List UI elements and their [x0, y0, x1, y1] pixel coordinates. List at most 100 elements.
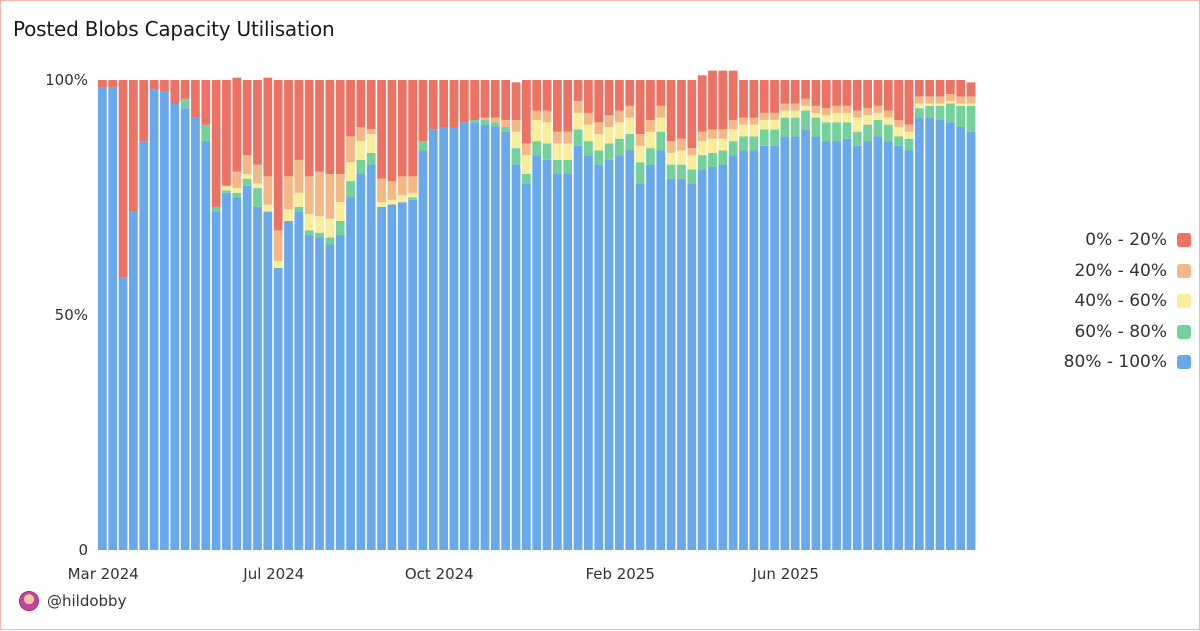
- bar-segment: [594, 134, 604, 151]
- bar-segment: [118, 277, 128, 550]
- bar-segment: [490, 117, 500, 123]
- bar-segment: [873, 80, 883, 106]
- bar-segment: [801, 105, 810, 111]
- bar-segment: [366, 164, 376, 550]
- bar-segment: [284, 209, 293, 221]
- bar-segment: [232, 171, 242, 189]
- bar-segment: [542, 143, 552, 160]
- bar-segment: [304, 235, 314, 550]
- bar-segment: [553, 80, 562, 132]
- x-tick-label: Jun 2025: [752, 565, 819, 583]
- bar-segment: [604, 127, 614, 144]
- bar-segment: [925, 103, 935, 106]
- bar-segment: [521, 155, 531, 174]
- bar-segment: [883, 141, 893, 550]
- bar-segment: [563, 143, 573, 160]
- legend-item[interactable]: 40% - 60%: [1011, 286, 1191, 317]
- bar-segment: [377, 80, 386, 179]
- bar-segment: [739, 80, 748, 118]
- bar-segment: [98, 80, 107, 88]
- bar-segment: [842, 105, 852, 113]
- bar-segment: [501, 131, 511, 550]
- bar-segment: [139, 141, 149, 550]
- bar-segment: [108, 80, 118, 88]
- bar-segment: [501, 119, 511, 127]
- x-tick-label: Oct 2024: [405, 565, 474, 583]
- y-tick-label: 50%: [55, 306, 88, 324]
- legend-label: 0% - 20%: [1085, 230, 1167, 251]
- bar-segment: [480, 117, 490, 120]
- bar-segment: [635, 145, 645, 163]
- bar-segment: [635, 80, 645, 135]
- bar-segment: [108, 87, 118, 551]
- bar-segment: [149, 89, 159, 551]
- bar-segment: [511, 119, 521, 132]
- bar-segment: [666, 80, 676, 142]
- bar-segment: [914, 103, 924, 109]
- x-tick-label: Feb 2025: [585, 565, 655, 583]
- bar-segment: [956, 80, 966, 97]
- bar-segment: [263, 204, 273, 212]
- bar-segment: [470, 122, 480, 551]
- bar-segment: [160, 91, 169, 550]
- legend-item[interactable]: 80% - 100%: [1011, 347, 1191, 378]
- bar-segment: [418, 80, 428, 142]
- bar-segment: [863, 141, 872, 550]
- bar-segment: [490, 122, 500, 127]
- bar-segment: [542, 80, 552, 111]
- bar-segment: [180, 98, 190, 109]
- bar-segment: [356, 80, 366, 127]
- bar-segment: [894, 80, 904, 120]
- bar-segment: [625, 134, 635, 151]
- bar-segment: [718, 150, 728, 165]
- bar-segment: [956, 96, 966, 104]
- bar-segment: [325, 237, 335, 245]
- bar-segment: [656, 80, 666, 106]
- bar-segment: [304, 213, 314, 231]
- bar-segment: [366, 129, 376, 135]
- bar-segment: [201, 141, 211, 550]
- bar-segment: [532, 110, 542, 120]
- bar-segment: [677, 164, 686, 179]
- bar-segment: [149, 80, 159, 90]
- bar-segment: [852, 117, 862, 132]
- bar-segment: [501, 80, 511, 120]
- bar-segment: [356, 141, 366, 160]
- legend-item[interactable]: 60% - 80%: [1011, 317, 1191, 348]
- legend-item[interactable]: 0% - 20%: [1011, 225, 1191, 256]
- bar-segment: [459, 80, 469, 123]
- y-axis: 0 50% 100%: [45, 71, 88, 559]
- bar-segment: [242, 178, 252, 186]
- bar-segment: [718, 138, 728, 151]
- bar-segment: [263, 211, 273, 550]
- bar-segment: [821, 122, 831, 142]
- bar-segment: [480, 124, 490, 551]
- legend-item[interactable]: 20% - 40%: [1011, 256, 1191, 287]
- legend: 0% - 20% 20% - 40% 40% - 60% 60% - 80% 80% -…: [1011, 225, 1191, 378]
- bar-segment: [191, 80, 200, 118]
- bar-segment: [790, 136, 800, 550]
- bar-segment: [790, 103, 800, 111]
- legend-swatch: [1177, 294, 1191, 309]
- bar-segment: [253, 80, 262, 165]
- bar-segment: [325, 174, 335, 219]
- bar-segment: [925, 105, 935, 118]
- bar-segment: [914, 80, 924, 97]
- bar-segment: [687, 169, 697, 184]
- bar-segment: [708, 138, 717, 153]
- bar-segment: [480, 80, 490, 118]
- bar-segment: [925, 80, 935, 97]
- bar-segment: [315, 232, 324, 238]
- bar-segment: [129, 80, 138, 212]
- bar-segment: [315, 237, 324, 550]
- bar-segment: [832, 80, 841, 106]
- bar-segment: [832, 141, 841, 550]
- bar-segment: [304, 80, 314, 177]
- bar-segment: [594, 150, 604, 165]
- bar-segment: [811, 80, 821, 106]
- bar-segment: [553, 131, 562, 144]
- bar-segment: [935, 119, 945, 550]
- bar-segment: [935, 96, 945, 104]
- bar-segment: [356, 174, 366, 550]
